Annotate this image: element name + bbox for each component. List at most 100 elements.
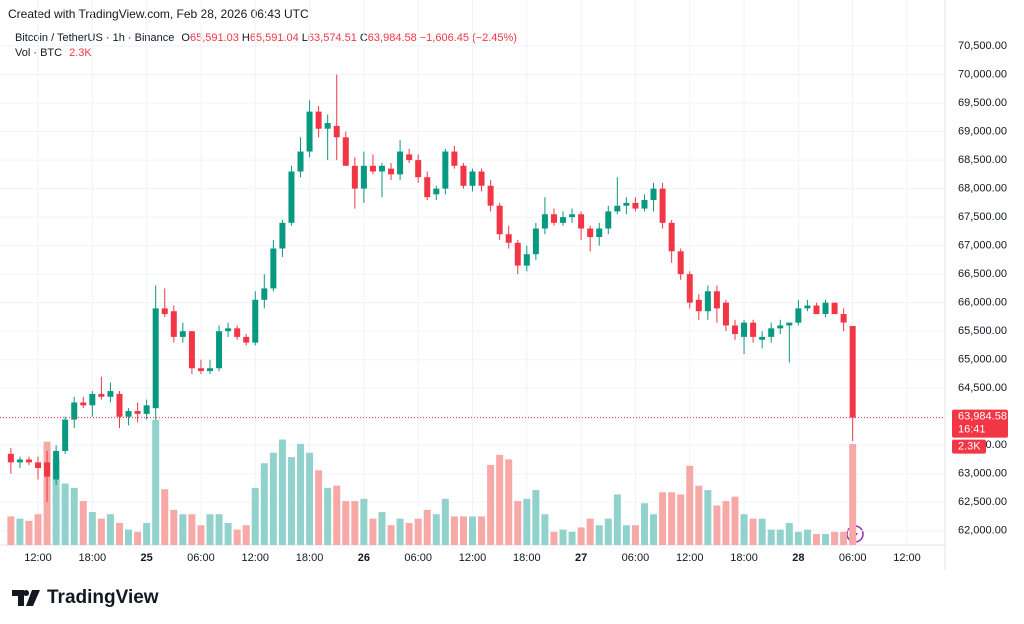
candle-body — [71, 402, 78, 420]
candle-body — [25, 459, 32, 463]
candle-body — [840, 314, 847, 323]
candle-body — [125, 411, 132, 417]
volume-bar — [125, 529, 133, 545]
candle-body — [333, 125, 340, 138]
candle-body — [677, 251, 684, 275]
candle-body — [197, 368, 204, 372]
candle-body — [442, 151, 449, 189]
volume-bar — [324, 487, 332, 545]
x-tick-label: 06:00 — [404, 552, 432, 564]
volume-value: 2.3K — [69, 47, 92, 59]
volume-bar — [532, 490, 540, 545]
x-tick-label: 06:00 — [839, 552, 867, 564]
volume-bar — [731, 496, 739, 545]
y-tick-label: 62,500.00 — [958, 496, 1007, 508]
volume-bar — [387, 525, 395, 545]
volume-bar — [369, 518, 377, 545]
volume-bar — [595, 525, 603, 545]
candle-body — [7, 453, 14, 463]
volume-bar — [550, 531, 558, 545]
volume-bar — [306, 452, 314, 545]
candle-body — [143, 405, 150, 414]
candle-body — [369, 165, 376, 172]
x-tick-label: 12:00 — [893, 552, 921, 564]
volume-bar — [115, 523, 123, 545]
volume-bars — [7, 419, 857, 545]
open-key: O — [181, 32, 190, 44]
volume-bar — [7, 516, 15, 545]
volume-bar — [776, 529, 784, 545]
x-tick-label: 12:00 — [24, 552, 52, 564]
volume-bar — [342, 501, 350, 545]
candle-body — [360, 165, 367, 189]
volume-bar — [749, 518, 757, 545]
volume-bar — [152, 419, 160, 545]
volume-bar — [134, 531, 142, 545]
volume-bar — [586, 518, 594, 545]
last-volume-label: 2.3K — [958, 441, 981, 453]
volume-bar — [224, 523, 232, 545]
x-tick-label: 18:00 — [79, 552, 107, 564]
candle-body — [532, 228, 539, 255]
candle-body — [179, 331, 186, 337]
candle-body — [433, 188, 440, 195]
volume-bar — [659, 492, 667, 545]
volume-bar — [414, 518, 422, 545]
volume-bar — [740, 514, 748, 545]
volume-bar — [496, 454, 504, 545]
volume-bar — [668, 492, 676, 545]
volume-bar — [378, 512, 386, 545]
volume-bar — [405, 523, 413, 545]
volume-bar — [459, 516, 467, 545]
candle-body — [831, 302, 838, 315]
candle-body — [252, 299, 259, 343]
candle-body — [641, 200, 648, 209]
volume-bar — [541, 514, 549, 545]
volume-bar — [613, 494, 621, 545]
volume-bar — [70, 487, 78, 545]
candle-body — [315, 111, 322, 129]
y-tick-label: 65,500.00 — [958, 325, 1007, 337]
candle-body — [460, 165, 467, 186]
candle-body — [614, 205, 621, 212]
legend: Bitcoin / TetherUS · 1h · Binance O 65,59… — [15, 32, 517, 44]
volume-bar — [469, 516, 476, 545]
volume-bar — [278, 439, 286, 545]
last-volume-tag — [952, 439, 986, 454]
x-tick-label: 27 — [575, 552, 587, 564]
candle-body — [406, 154, 413, 161]
candle-body — [478, 171, 485, 186]
candle-body — [388, 168, 395, 175]
candle-body — [53, 450, 60, 480]
volume-bar — [722, 501, 730, 545]
candle-body — [469, 171, 476, 186]
y-tick-label: 68,000.00 — [958, 183, 1007, 195]
candle-body — [342, 137, 349, 166]
volume-bar — [79, 501, 87, 545]
low-value: 63,574.51 — [307, 32, 357, 44]
watermark: Created with TradingView.com, Feb 28, 20… — [8, 7, 309, 21]
candle-body — [713, 291, 720, 309]
candle-body — [587, 228, 594, 238]
candle-body — [107, 391, 114, 397]
candle-body — [261, 288, 268, 300]
y-tick-label: 70,000.00 — [958, 68, 1007, 80]
candle-body — [786, 322, 793, 326]
volume-bar — [197, 525, 205, 545]
y-tick-label: 63,000.00 — [958, 468, 1007, 480]
candle-body — [569, 214, 576, 218]
chart: 62,000.0062,500.0063,000.0063,500.0064,0… — [0, 0, 1008, 570]
volume-bar — [269, 452, 277, 545]
volume-bar — [297, 443, 305, 545]
candle-body — [849, 325, 856, 418]
candle-body — [560, 217, 567, 223]
candle-body — [795, 308, 802, 323]
volume-bar — [287, 457, 295, 545]
x-tick-label: 12:00 — [241, 552, 269, 564]
logo-text: TradingView — [47, 587, 159, 608]
candle-body — [216, 331, 223, 369]
candle-body — [297, 151, 304, 172]
volume-bar — [333, 485, 341, 545]
x-tick-label: 06:00 — [622, 552, 650, 564]
